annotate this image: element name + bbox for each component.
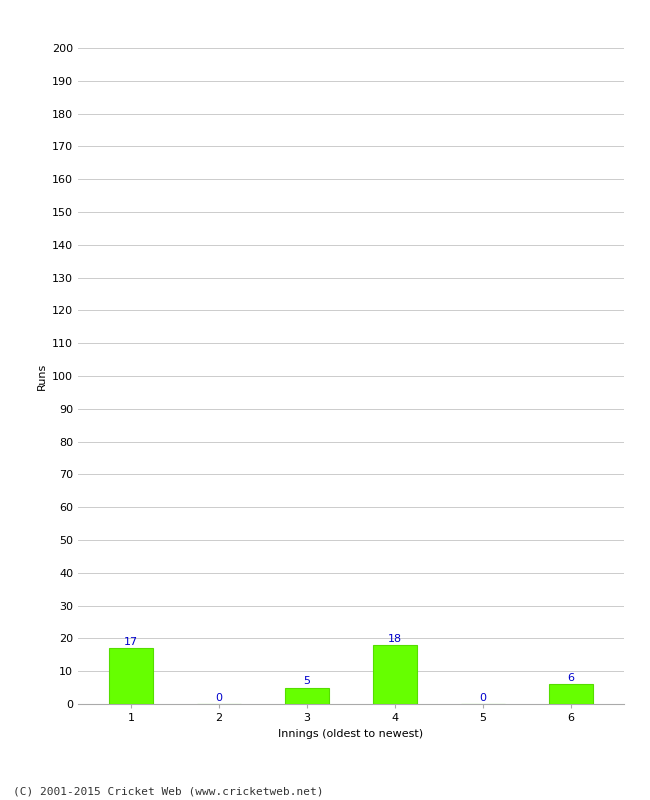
Text: 5: 5 [304, 676, 311, 686]
Text: 17: 17 [124, 637, 138, 647]
Bar [549, 684, 593, 704]
Text: 18: 18 [388, 634, 402, 644]
Text: 0: 0 [480, 693, 487, 702]
Text: 0: 0 [215, 693, 222, 702]
Text: (C) 2001-2015 Cricket Web (www.cricketweb.net): (C) 2001-2015 Cricket Web (www.cricketwe… [13, 786, 324, 796]
Bar [373, 645, 417, 704]
Bar [285, 687, 329, 704]
Y-axis label: Runs: Runs [36, 362, 46, 390]
X-axis label: Innings (oldest to newest): Innings (oldest to newest) [278, 729, 424, 738]
Text: 6: 6 [567, 673, 575, 683]
Bar [109, 648, 153, 704]
